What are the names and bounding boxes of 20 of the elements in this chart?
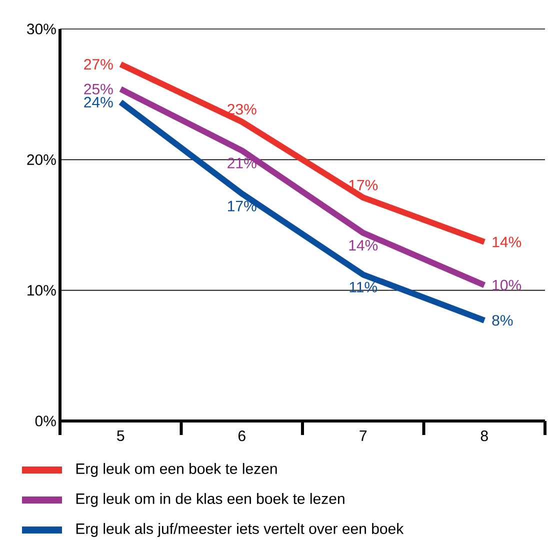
data-label: 21% xyxy=(228,158,256,168)
y-tick-label: 10% xyxy=(28,285,56,296)
legend-label: Erg leuk om in de klas een boek te lezen xyxy=(76,493,344,507)
data-label: 14% xyxy=(492,236,522,248)
data-label: 8% xyxy=(492,315,513,326)
x-tick-label: 7 xyxy=(360,430,367,441)
y-tick-label: 20% xyxy=(27,154,56,165)
data-label: 27% xyxy=(84,58,113,70)
data-label: 25% xyxy=(84,84,113,94)
x-tick-label: 8 xyxy=(480,430,488,442)
y-tick-label: 30% xyxy=(27,24,56,34)
data-label: 14% xyxy=(349,240,378,251)
y-tick-label: 0% xyxy=(35,416,56,426)
legend-label: Erg leuk om een boek te lezen xyxy=(76,463,277,477)
data-label: 10% xyxy=(492,280,522,290)
data-label: 24% xyxy=(84,96,113,108)
data-label: 11% xyxy=(350,282,378,292)
legend-label: Erg leuk als juf/meester iets vertelt over een boek xyxy=(76,523,404,537)
x-tick-label: 6 xyxy=(238,430,246,442)
x-tick-label: 5 xyxy=(117,430,124,441)
